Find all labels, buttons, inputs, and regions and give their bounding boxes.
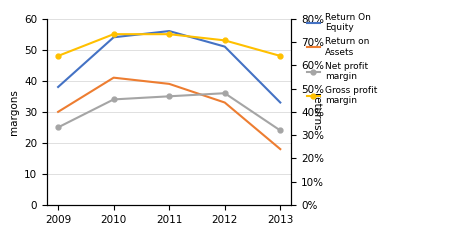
Y-axis label: returns: returns (311, 93, 321, 131)
Legend: Return On
Equity, Return on
Assets, Net profit
margin, Gross profit
margin: Return On Equity, Return on Assets, Net … (303, 9, 381, 109)
Y-axis label: margons: margons (8, 89, 19, 135)
